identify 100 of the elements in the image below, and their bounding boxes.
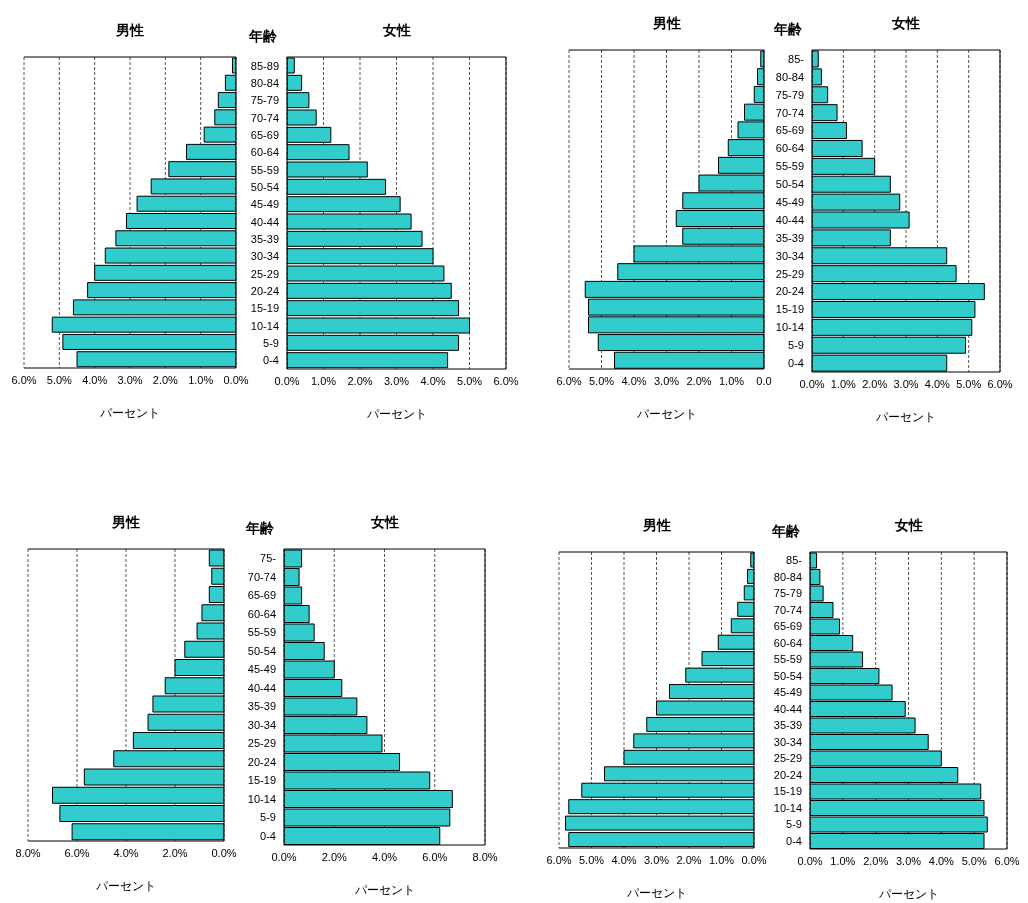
x-tick-label: 3.0% <box>643 853 670 866</box>
y-tick-label: 75-79 <box>773 587 802 600</box>
x-tick-label: 3.0% <box>117 373 143 386</box>
x-tick-label: 5.0% <box>961 854 987 867</box>
y-tick-label: 85- <box>788 52 805 65</box>
y-tick-label: 0-4 <box>260 829 276 842</box>
x-tick-label: 3.0% <box>893 377 919 390</box>
y-tick-label: 45-49 <box>247 663 276 676</box>
x-axis-title: パーセント <box>99 406 161 421</box>
chart-title: 女性 <box>893 517 924 535</box>
chart-title: 男性 <box>111 514 141 532</box>
y-tick-label: 10-14 <box>247 792 276 805</box>
chart-title: 男性 <box>641 517 672 535</box>
y-tick-label: 35-39 <box>250 232 279 245</box>
x-tick-label: 4.0% <box>82 373 108 386</box>
x-tick-label: 1.0% <box>830 377 857 390</box>
y-tick-label: 70-74 <box>247 570 276 583</box>
x-tick-label: 6.0% <box>987 377 1013 390</box>
x-tick-label: 6.0% <box>64 846 90 859</box>
y-tick-label: 55-59 <box>773 653 802 666</box>
y-tick-label: 70-74 <box>250 111 279 124</box>
x-tick-label: 4.0% <box>420 374 446 387</box>
chart-title: 女性 <box>381 22 412 40</box>
x-tick-label: 5.0% <box>456 374 483 387</box>
y-tick-label: 20-24 <box>250 284 279 297</box>
y-tick-label: 5-9 <box>260 811 276 824</box>
y-tick-label: 50-54 <box>250 180 279 193</box>
x-tick-label: 2.0% <box>321 850 347 863</box>
x-tick-label: 6.0% <box>546 853 572 866</box>
x-tick-label: 0.0% <box>741 853 767 866</box>
y-axis-title: 年齢 <box>248 28 278 46</box>
y-axis-title: 年齢 <box>771 523 801 541</box>
x-tick-label: 8.0% <box>15 846 41 859</box>
x-tick-label: 3.0% <box>895 854 922 867</box>
y-tick-label: 35-39 <box>247 700 276 713</box>
x-tick-label: 0.0 <box>756 374 772 387</box>
y-tick-label: 85-89 <box>250 59 279 72</box>
x-tick-label: 6.0% <box>493 374 519 387</box>
y-axis-title: 年齢 <box>245 520 275 538</box>
y-tick-label: 0-4 <box>263 354 279 367</box>
x-tick-label: 4.0% <box>928 854 955 867</box>
y-tick-label: 0-4 <box>788 356 804 369</box>
x-tick-label: 6.0% <box>11 373 37 386</box>
y-tick-label: 55-59 <box>775 160 804 173</box>
y-tick-label: 40-44 <box>250 215 279 228</box>
x-tick-label: 2.0% <box>676 853 702 866</box>
y-tick-label: 15-19 <box>247 774 276 787</box>
y-tick-label: 20-24 <box>247 755 276 768</box>
chart-title: 女性 <box>891 15 921 33</box>
y-tick-label: 25-29 <box>775 267 804 280</box>
x-tick-label: 8.0% <box>472 850 498 863</box>
y-tick-label: 20-24 <box>775 285 804 298</box>
y-tick-label: 20-24 <box>773 768 802 781</box>
y-tick-label: 70-74 <box>773 603 802 616</box>
y-tick-label: 60-64 <box>250 146 279 159</box>
x-tick-label: 4.0% <box>621 374 647 387</box>
x-tick-label: 2.0% <box>862 377 888 390</box>
y-tick-label: 35-39 <box>773 719 802 732</box>
x-axis-title: パーセント <box>95 879 157 894</box>
y-tick-label: 60-64 <box>247 607 276 620</box>
x-tick-label: 5.0% <box>588 374 615 387</box>
x-axis-title: パーセント <box>875 410 937 425</box>
x-tick-label: 1.0% <box>708 853 735 866</box>
y-tick-label: 75-79 <box>775 88 804 101</box>
y-tick-label: 30-34 <box>773 735 802 748</box>
y-tick-label: 35-39 <box>775 231 804 244</box>
x-tick-label: 1.0% <box>310 374 337 387</box>
y-tick-label: 40-44 <box>773 702 802 715</box>
x-tick-label: 0.0% <box>271 850 297 863</box>
chart-title: 男性 <box>115 22 145 40</box>
y-tick-label: 10-14 <box>773 801 802 814</box>
y-tick-label: 55-59 <box>247 626 276 639</box>
y-tick-label: 65-69 <box>775 124 804 137</box>
x-tick-label: 1.0% <box>188 373 214 386</box>
y-tick-label: 65-69 <box>773 620 802 633</box>
x-tick-label: 4.0% <box>611 853 637 866</box>
x-axis-title: パーセント <box>635 407 698 422</box>
x-tick-label: 2.0% <box>152 373 179 386</box>
x-tick-label: 6.0% <box>994 854 1020 867</box>
x-tick-label: 5.0% <box>956 377 982 390</box>
x-tick-label: 0.0% <box>797 854 823 867</box>
y-tick-label: 30-34 <box>250 250 279 263</box>
y-tick-label: 0-4 <box>786 834 802 847</box>
x-tick-label: 1.0% <box>718 374 745 387</box>
x-tick-label: 2.0% <box>686 374 712 387</box>
x-tick-label: 0.0% <box>799 377 825 390</box>
x-tick-label: 6.0% <box>422 850 448 863</box>
x-tick-label: 0.0% <box>211 846 237 859</box>
y-tick-label: 85- <box>786 554 803 567</box>
y-tick-label: 55-59 <box>250 163 279 176</box>
y-tick-label: 5-9 <box>786 818 802 831</box>
y-tick-label: 45-49 <box>773 686 802 699</box>
y-tick-label: 50-54 <box>773 669 802 682</box>
y-tick-label: 25-29 <box>247 737 276 750</box>
x-axis-title: パーセント <box>877 887 940 902</box>
y-tick-label: 60-64 <box>775 142 804 155</box>
y-tick-label: 25-29 <box>250 267 279 280</box>
y-tick-label: 25-29 <box>773 752 802 765</box>
y-axis-title: 年齢 <box>773 21 803 39</box>
y-tick-label: 45-49 <box>250 198 279 211</box>
